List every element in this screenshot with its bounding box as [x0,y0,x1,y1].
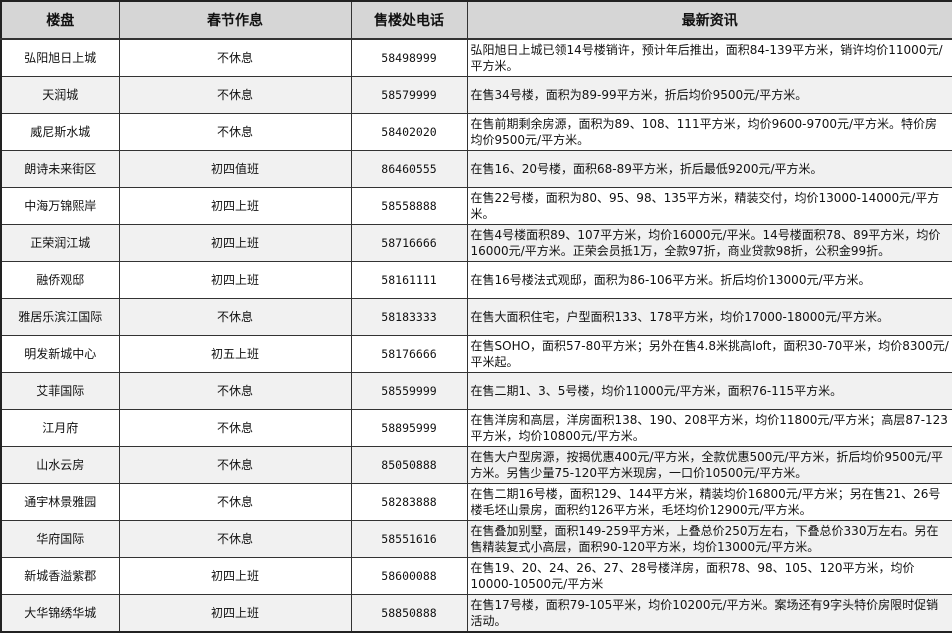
property-name: 正荣润江城 [0,224,120,262]
sales-phone: 58498999 [350,38,468,77]
sales-phone: 58850888 [350,594,468,633]
property-name: 中海万锦熙岸 [0,187,120,225]
holiday-schedule: 不休息 [118,76,352,114]
sales-phone: 58183333 [350,298,468,336]
property-name: 艾菲国际 [0,372,120,410]
table-row: 融侨观邸 初四上班 58161111 在售16号楼法式观邸，面积为86-106平方米。… [0,261,952,299]
holiday-schedule: 初四上班 [118,594,352,633]
latest-news: 在售二期16号楼，面积129、144平方米，精装均价16800元/平方米；另在售… [466,483,952,521]
table-row: 雅居乐滨江国际 不休息 58183333 在售大面积住宅，户型面积133、178平方米… [0,298,952,336]
latest-news: 在售叠加别墅，面积149-259平方米，上叠总价250万左右，下叠总价330万左… [466,520,952,558]
holiday-schedule: 初四上班 [118,261,352,299]
sales-phone: 58600088 [350,557,468,595]
table-row: 天润城 不休息 58579999 在售34号楼，面积为89-99平方米，折后均价950… [0,76,952,114]
latest-news: 在售16、20号楼，面积68-89平方米，折后最低9200元/平方米。 [466,150,952,188]
holiday-schedule: 不休息 [118,38,352,77]
latest-news: 在售4号楼面积89、107平方米，均价16000元/平米。14号楼面积78、89… [466,224,952,262]
sales-phone: 58283888 [350,483,468,521]
property-name: 明发新城中心 [0,335,120,373]
latest-news: 在售16号楼法式观邸，面积为86-106平方米。折后均价13000元/平方米。 [466,261,952,299]
sales-phone: 58895999 [350,409,468,447]
latest-news: 在售洋房和高层，洋房面积138、190、208平方米，均价11800元/平方米；… [466,409,952,447]
holiday-schedule: 初四值班 [118,150,352,188]
latest-news: 在售22号楼，面积为80、95、98、135平方米，精装交付，均价13000-1… [466,187,952,225]
table-row: 艾菲国际 不休息 58559999 在售二期1、3、5号楼，均价11000元/平方米，… [0,372,952,410]
table-row: 山水云房 不休息 85050888 在售大户型房源，按揭优惠400元/平方米，全款优惠… [0,446,952,484]
latest-news: 在售大户型房源，按揭优惠400元/平方米，全款优惠500元/平方米，折后均价95… [466,446,952,484]
property-name: 威尼斯水城 [0,113,120,151]
holiday-schedule: 不休息 [118,409,352,447]
property-name: 江月府 [0,409,120,447]
table-row: 新城香溢紫郡 初四上班 58600088 在售19、20、24、26、27、28号楼洋… [0,557,952,595]
table-row: 威尼斯水城 不休息 58402020 在售前期剩余房源，面积为89、108、111平方… [0,113,952,151]
header-news: 最新资讯 [466,0,952,40]
property-name: 弘阳旭日上城 [0,38,120,77]
holiday-schedule: 不休息 [118,298,352,336]
property-name: 新城香溢紫郡 [0,557,120,595]
table-row: 大华锦绣华城 初四上班 58850888 在售17号楼，面积79-105平米，均价10… [0,594,952,633]
latest-news: 在售34号楼，面积为89-99平方米，折后均价9500元/平方米。 [466,76,952,114]
table-row: 中海万锦熙岸 初四上班 58558888 在售22号楼，面积为80、95、98、135… [0,187,952,225]
property-name: 雅居乐滨江国际 [0,298,120,336]
property-name: 大华锦绣华城 [0,594,120,633]
latest-news: 在售17号楼，面积79-105平米，均价10200元/平方米。案场还有9字头特价… [466,594,952,633]
property-name: 朗诗未来街区 [0,150,120,188]
table-row: 弘阳旭日上城 不休息 58498999 弘阳旭日上城已领14号楼销许，预计年后推出，面… [0,38,952,77]
sales-phone: 58176666 [350,335,468,373]
latest-news: 在售二期1、3、5号楼，均价11000元/平方米，面积76-115平方米。 [466,372,952,410]
sales-phone: 58579999 [350,76,468,114]
header-schedule: 春节作息 [118,0,352,40]
latest-news: 在售SOHO，面积57-80平方米；另外在售4.8米挑高loft，面积30-70… [466,335,952,373]
sales-phone: 85050888 [350,446,468,484]
holiday-schedule: 初五上班 [118,335,352,373]
sales-phone: 58559999 [350,372,468,410]
property-name: 融侨观邸 [0,261,120,299]
sales-phone: 86460555 [350,150,468,188]
sales-phone: 58551616 [350,520,468,558]
table-row: 朗诗未来街区 初四值班 86460555 在售16、20号楼，面积68-89平方米，折… [0,150,952,188]
holiday-schedule: 初四上班 [118,187,352,225]
table-row: 通宇林景雅园 不休息 58283888 在售二期16号楼，面积129、144平方米，精… [0,483,952,521]
latest-news: 在售前期剩余房源，面积为89、108、111平方米，均价9600-9700元/平… [466,113,952,151]
sales-phone: 58161111 [350,261,468,299]
sales-phone: 58558888 [350,187,468,225]
latest-news: 在售大面积住宅，户型面积133、178平方米，均价17000-18000元/平方… [466,298,952,336]
property-name: 山水云房 [0,446,120,484]
property-name: 通宇林景雅园 [0,483,120,521]
property-name: 华府国际 [0,520,120,558]
holiday-schedule: 不休息 [118,446,352,484]
header-phone: 售楼处电话 [350,0,468,40]
header-row: 楼盘 春节作息 售楼处电话 最新资讯 [0,0,952,40]
holiday-schedule: 不休息 [118,372,352,410]
property-name: 天润城 [0,76,120,114]
latest-news: 在售19、20、24、26、27、28号楼洋房，面积78、98、105、120平… [466,557,952,595]
table-row: 正荣润江城 初四上班 58716666 在售4号楼面积89、107平方米，均价1600… [0,224,952,262]
sales-phone: 58402020 [350,113,468,151]
holiday-schedule: 初四上班 [118,224,352,262]
table-row: 江月府 不休息 58895999 在售洋房和高层，洋房面积138、190、208平方米… [0,409,952,447]
holiday-schedule: 初四上班 [118,557,352,595]
table-row: 明发新城中心 初五上班 58176666 在售SOHO，面积57-80平方米；另外在售… [0,335,952,373]
header-property: 楼盘 [0,0,120,40]
holiday-schedule: 不休息 [118,483,352,521]
sales-phone: 58716666 [350,224,468,262]
holiday-schedule: 不休息 [118,520,352,558]
holiday-schedule: 不休息 [118,113,352,151]
latest-news: 弘阳旭日上城已领14号楼销许，预计年后推出，面积84-139平方米，销许均价11… [466,38,952,77]
table-row: 华府国际 不休息 58551616 在售叠加别墅，面积149-259平方米，上叠总价2… [0,520,952,558]
